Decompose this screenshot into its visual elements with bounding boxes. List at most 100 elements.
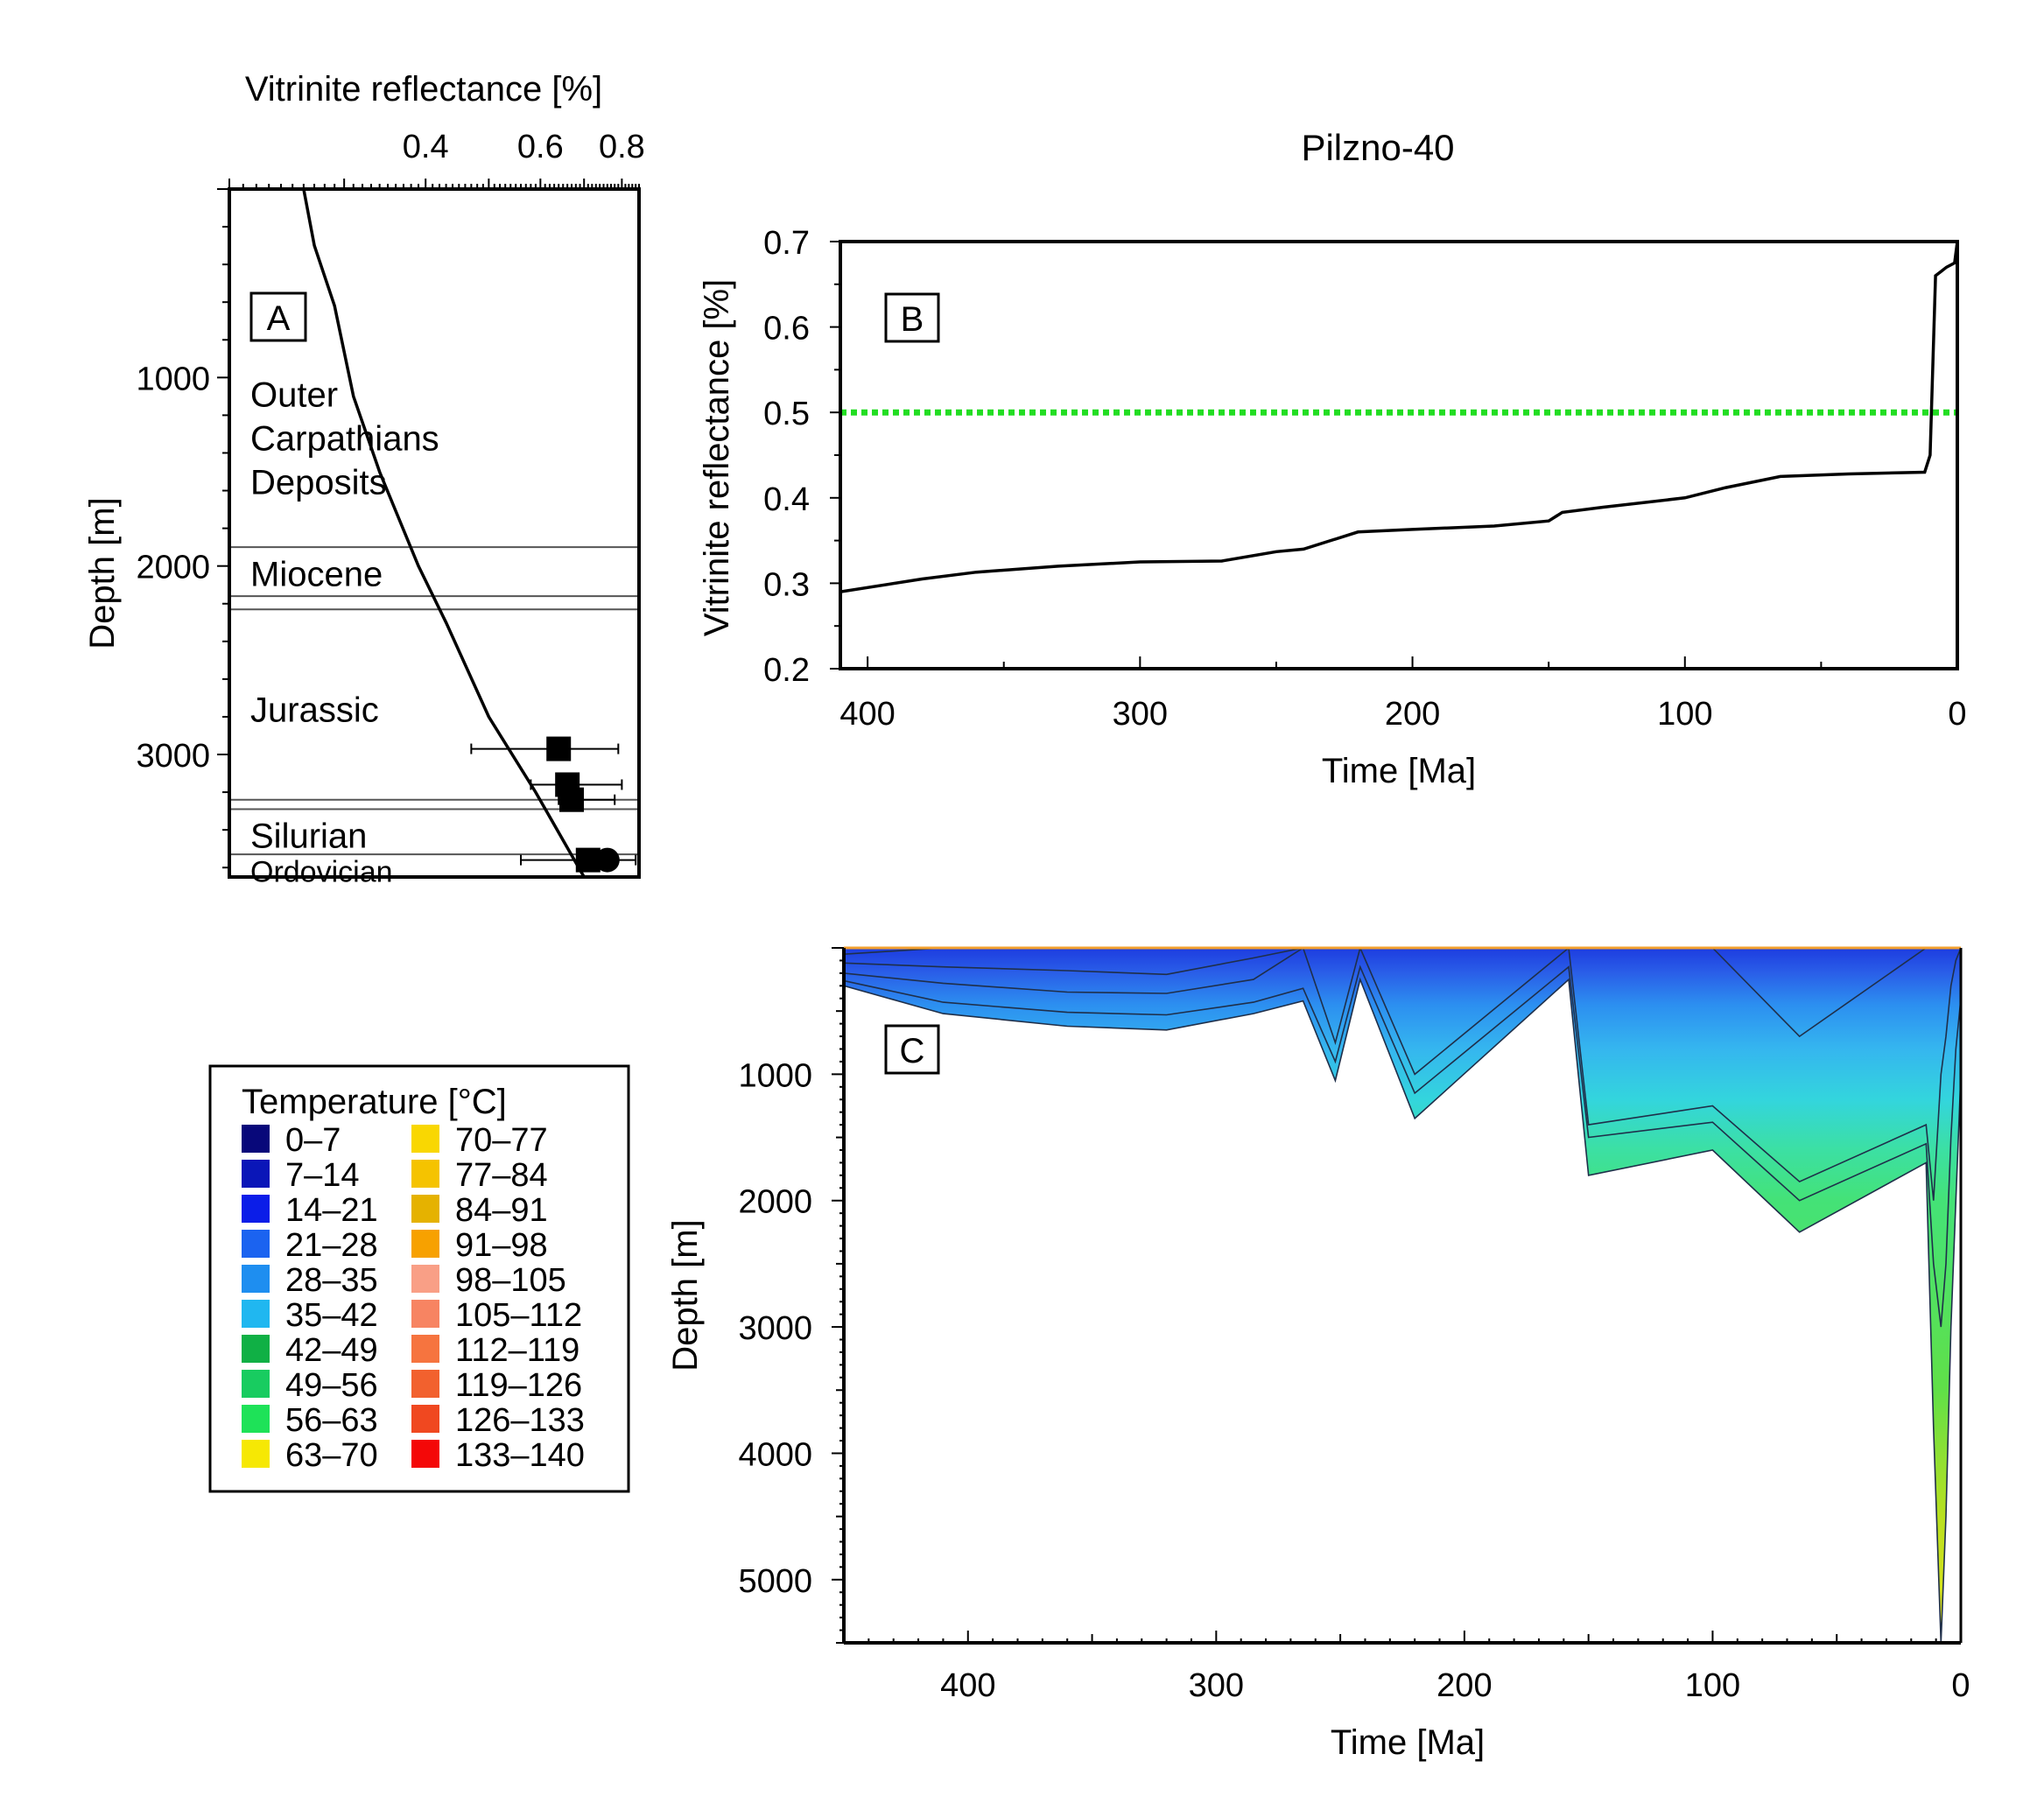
legend-item-label: 126–133: [455, 1402, 585, 1439]
legend-item-label: 84–91: [455, 1192, 548, 1229]
panel-c-horizon-line: [844, 948, 1961, 1038]
panel-a-plot-frame: [228, 187, 641, 879]
legend-swatch: [411, 1405, 439, 1433]
panel-b-x-tick-label: 300: [1113, 696, 1168, 733]
legend-swatch: [242, 1440, 270, 1468]
legend-swatch: [411, 1335, 439, 1363]
panel-a: Vitrinite reflectance [%] Depth [m] 0.4 0…: [83, 70, 645, 888]
panel-a-formation-label: Silurian: [250, 817, 367, 856]
panel-b-y-axis-label: Vitrinite reflectance [%]: [698, 279, 736, 636]
legend-item-label: 112–119: [455, 1332, 579, 1369]
legend-swatch: [242, 1230, 270, 1258]
panel-a-y-tick-label: 1000: [136, 361, 210, 397]
panel-c-y-tick-label: 3000: [738, 1310, 812, 1347]
panel-a-y-tick-label: 3000: [136, 738, 210, 775]
panel-c-x-tick-label: 100: [1685, 1667, 1740, 1704]
panel-c-y-ticks: 1000 2000 3000 4000 5000: [738, 947, 844, 1644]
legend-item-label: 42–49: [285, 1332, 378, 1369]
panel-b-title: Pilzno-40: [1301, 127, 1454, 168]
legend-swatch: [242, 1335, 270, 1363]
panel-b-y-ticks: 0.2 0.3 0.4 0.5 0.6 0.7: [763, 225, 840, 689]
panel-c-horizon-line: [844, 977, 1961, 1643]
legend-item-label: 77–84: [455, 1157, 548, 1194]
panel-a-x-tick-label: 0.6: [517, 129, 564, 165]
panel-a-measured-points: [470, 736, 637, 873]
panel-c-label-box: [884, 1024, 940, 1075]
panel-a-measured-point: [594, 847, 620, 873]
legend-swatch: [411, 1125, 439, 1153]
legend-swatch: [411, 1265, 439, 1293]
panel-b-x-ticks: 400 300 200 100 0: [839, 656, 1967, 733]
legend-item-label: 119–126: [455, 1367, 582, 1404]
legend-item-label: 91–98: [455, 1227, 548, 1264]
legend-swatch: [242, 1125, 270, 1153]
panel-b-plot-frame: [839, 240, 1959, 670]
panel-a-y-axis-label: Depth [m]: [83, 497, 122, 649]
legend-item-label: 7–14: [285, 1157, 360, 1194]
panel-b-x-tick-label: 100: [1657, 696, 1712, 733]
legend-swatch: [411, 1300, 439, 1328]
legend-item-label: 49–56: [285, 1367, 378, 1404]
panel-b-x-axis-label: Time [Ma]: [1322, 752, 1476, 790]
panel-c-y-tick-label: 1000: [738, 1057, 812, 1094]
panel-c-horizon-line: [844, 965, 1961, 1328]
panel-b-x-tick-label: 400: [839, 696, 895, 733]
legend-swatch: [411, 1230, 439, 1258]
legend-item-label: 0–7: [285, 1122, 341, 1159]
panel-b-label: B: [901, 300, 924, 339]
panel-a-x-tick-label: 0.8: [599, 129, 645, 165]
panel-a-formation-label: Carpathians: [250, 419, 439, 458]
panel-a-formation-label: Outer: [250, 375, 338, 414]
panel-a-formation-labels: Outer Carpathians Deposits Miocene Jurassic S…: [250, 375, 439, 888]
panel-b-label-box: [884, 292, 940, 343]
panel-c-y-tick-label: 5000: [738, 1563, 812, 1600]
panel-c-x-tick-label: 0: [1951, 1667, 1970, 1704]
panel-a-x-axis-label: Vitrinite reflectance [%]: [245, 70, 602, 109]
legend-item-label: 105–112: [455, 1297, 582, 1334]
panel-b-y-tick-label: 0.6: [763, 311, 810, 347]
legend-item-label: 56–63: [285, 1402, 378, 1439]
panel-c-y-tick-label: 4000: [738, 1436, 812, 1473]
panel-c-x-tick-label: 200: [1436, 1667, 1492, 1704]
legend-swatch: [411, 1160, 439, 1188]
panel-a-y-ticks: 1000 2000 3000: [136, 188, 229, 869]
panel-a-measured-point: [559, 787, 585, 812]
legend-item-label: 21–28: [285, 1227, 378, 1264]
panel-c-x-axis-label: Time [Ma]: [1331, 1723, 1485, 1762]
panel-b-y-tick-label: 0.5: [763, 396, 810, 432]
panel-c-y-tick-label: 2000: [738, 1184, 812, 1221]
panel-a-formation-label: Miocene: [250, 555, 383, 593]
legend-swatch: [242, 1265, 270, 1293]
legend-swatch: [242, 1370, 270, 1398]
panel-b: Pilzno-40 Vitrinite reflectance [%] Time…: [698, 127, 1967, 790]
legend-swatch: [242, 1300, 270, 1328]
legend-swatch: [242, 1160, 270, 1188]
legend-title: Temperature [°C]: [242, 1083, 507, 1121]
legend-swatch: [411, 1195, 439, 1223]
legend-item-label: 28–35: [285, 1262, 378, 1299]
legend-item-label: 63–70: [285, 1437, 378, 1474]
panel-a-y-tick-label: 2000: [136, 550, 210, 586]
legend-swatch: [242, 1195, 270, 1223]
legend-swatch: [411, 1440, 439, 1468]
panel-a-label: A: [267, 299, 291, 338]
legend-item-label: 70–77: [455, 1122, 548, 1159]
panel-b-x-tick-label: 0: [1948, 696, 1966, 733]
panel-b-y-tick-label: 0.3: [763, 566, 810, 603]
panel-c-x-tick-label: 300: [1189, 1667, 1244, 1704]
panel-b-x-tick-label: 200: [1385, 696, 1440, 733]
panel-c-x-ticks: 400 300 200 100 0: [843, 1631, 1970, 1704]
panel-b-y-tick-label: 0.2: [763, 652, 810, 689]
legend-swatch: [411, 1370, 439, 1398]
panel-b-vr-curve: [840, 242, 1957, 593]
panel-a-x-tick-label: 0.4: [403, 129, 449, 165]
panel-c-x-tick-label: 400: [940, 1667, 995, 1704]
legend-item-label: 133–140: [455, 1437, 585, 1474]
legend-item-label: 35–42: [285, 1297, 378, 1334]
panel-c-temperature-fill: [844, 948, 1961, 1643]
temperature-legend: Temperature [°C] 0–77–1414–2121–2828–353…: [208, 1064, 630, 1493]
panel-a-model-curve: [302, 189, 586, 877]
legend-item-label: 98–105: [455, 1262, 566, 1299]
panel-a-formation-label: Jurassic: [250, 691, 379, 729]
